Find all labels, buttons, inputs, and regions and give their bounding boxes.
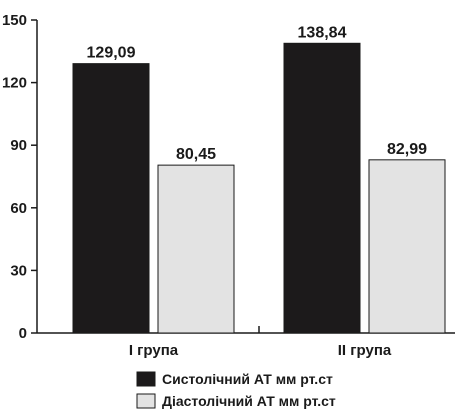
bar-diastolic-2 <box>368 159 446 334</box>
y-tick-label: 0 <box>19 325 27 342</box>
bar-diastolic-1 <box>157 164 235 334</box>
data-label: 80,45 <box>176 146 216 163</box>
data-label: 82,99 <box>387 141 427 158</box>
legend-label-systolic: Систолічний АТ мм рт.ст <box>162 371 333 387</box>
y-tick-label: 60 <box>10 200 27 217</box>
legend-label-diastolic: Діастолічний АТ мм рт.ст <box>162 393 336 409</box>
x-category-label: II група <box>338 342 392 359</box>
legend-swatch-diastolic <box>136 393 156 409</box>
y-tick-label: 150 <box>2 12 27 29</box>
data-label: 129,09 <box>87 45 136 62</box>
y-tick-label: 30 <box>10 262 27 279</box>
data-label: 138,84 <box>298 24 347 41</box>
y-tick-label: 90 <box>10 137 27 154</box>
bar-systolic-2 <box>283 42 361 334</box>
x-category-label: I група <box>129 342 179 359</box>
bar-systolic-1 <box>72 63 150 334</box>
y-tick-label: 120 <box>2 75 27 92</box>
legend-swatch-systolic <box>136 371 156 387</box>
